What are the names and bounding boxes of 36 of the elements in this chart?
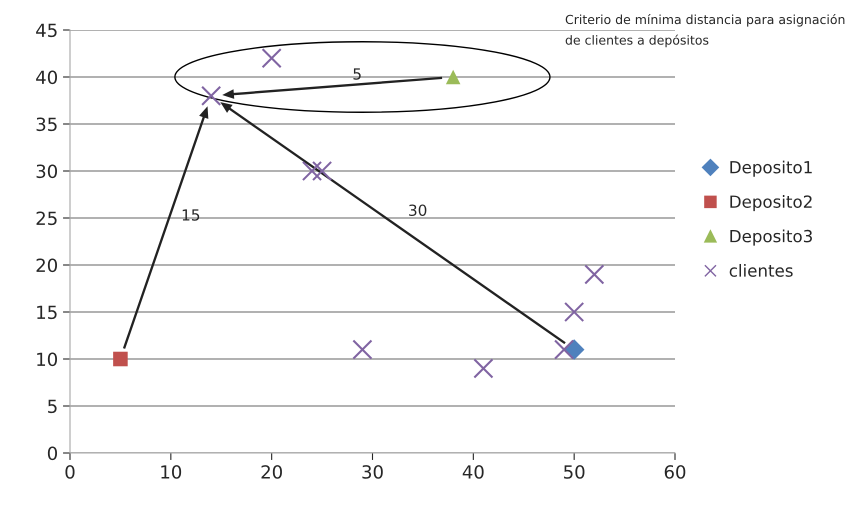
x-tick-label: 0 — [65, 465, 75, 479]
point — [352, 340, 373, 360]
y-tick-label: 30 — [36, 164, 57, 178]
y-tick-label: 25 — [36, 211, 57, 226]
text: Criterio de mínima distancia para asignación de clientes a depósitos — [566, 14, 844, 48]
legend-label: Deposito3 — [730, 230, 812, 246]
y-tick-label: 5 — [48, 400, 57, 414]
x-tick-label: 60 — [664, 465, 686, 479]
point — [201, 86, 222, 106]
y-tick-label: 15 — [37, 306, 57, 320]
legend-label: Deposito2 — [730, 195, 812, 212]
annotation: 15 — [182, 209, 200, 221]
point — [312, 160, 332, 182]
point — [302, 160, 322, 182]
y-tick-label: 10 — [37, 352, 57, 366]
y-tick-label: 20 — [36, 258, 57, 272]
y-tick-label: 45 — [36, 24, 57, 38]
y-tick-label: 40 — [36, 70, 57, 84]
x-tick-label: 20 — [262, 465, 282, 479]
x-tick-label: 40 — [462, 465, 484, 479]
point — [446, 70, 460, 84]
point — [262, 48, 282, 68]
point — [564, 302, 584, 322]
x-tick-label: 10 — [161, 465, 182, 479]
annotation: 5 — [353, 68, 361, 80]
point — [113, 352, 128, 366]
point — [584, 264, 604, 284]
point — [473, 358, 494, 378]
y-tick-label: 35 — [36, 117, 57, 132]
legend-label: Deposito1 — [730, 160, 812, 177]
x-tick-label: 50 — [564, 465, 584, 479]
legend-label: clientes — [730, 264, 793, 277]
y-tick-label: 0 — [48, 446, 57, 460]
point — [554, 340, 574, 360]
annotation: 30 — [409, 204, 426, 216]
x-tick-label: 30 — [362, 465, 383, 479]
